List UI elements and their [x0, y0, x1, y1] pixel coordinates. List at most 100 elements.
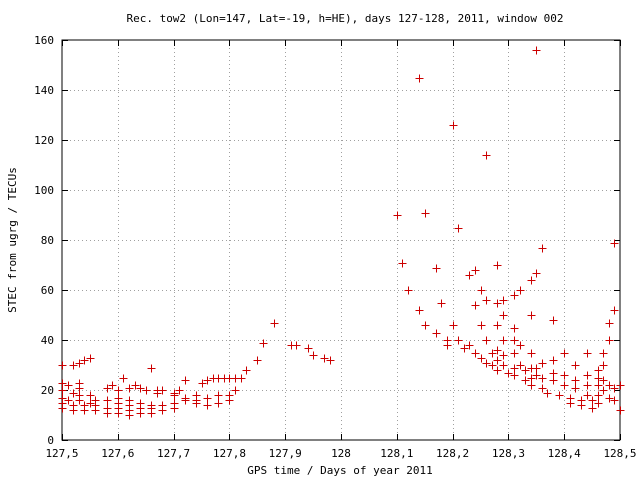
y-tick-label: 120	[34, 134, 54, 147]
data-point	[242, 366, 251, 375]
data-point	[64, 396, 73, 405]
data-point	[86, 391, 95, 400]
data-point	[571, 384, 580, 393]
data-point	[610, 306, 619, 315]
data-point	[549, 369, 558, 378]
x-tick-label: 128,5	[603, 447, 636, 460]
data-point	[415, 74, 424, 83]
data-point	[114, 386, 123, 395]
data-point	[136, 409, 145, 418]
data-point	[610, 384, 619, 393]
data-point	[599, 386, 608, 395]
x-tick-label: 127,5	[45, 447, 78, 460]
data-point	[125, 384, 134, 393]
data-point	[203, 394, 212, 403]
data-point	[527, 349, 536, 358]
data-point	[583, 381, 592, 390]
data-point	[532, 46, 541, 55]
data-point	[538, 359, 547, 368]
data-point	[583, 371, 592, 380]
data-point	[583, 349, 592, 358]
data-point	[549, 376, 558, 385]
data-point	[158, 386, 167, 395]
data-point	[181, 376, 190, 385]
x-axis-label: GPS time / Days of year 2011	[247, 464, 432, 477]
data-point	[510, 324, 519, 333]
data-point	[170, 404, 179, 413]
data-point	[594, 366, 603, 375]
data-point	[605, 381, 614, 390]
data-point	[471, 301, 480, 310]
data-point	[181, 396, 190, 405]
grid-lines	[62, 40, 620, 440]
data-point	[465, 341, 474, 350]
data-point	[404, 286, 413, 295]
data-point	[449, 121, 458, 130]
data-point	[465, 271, 474, 280]
data-point	[605, 319, 614, 328]
data-point	[471, 349, 480, 358]
data-point	[158, 406, 167, 415]
data-point	[69, 361, 78, 370]
data-point	[521, 366, 530, 375]
data-point	[594, 374, 603, 383]
data-point	[560, 349, 569, 358]
data-point	[203, 376, 212, 385]
data-point	[58, 361, 67, 370]
data-point	[86, 354, 95, 363]
data-point	[560, 371, 569, 380]
data-point	[504, 369, 513, 378]
data-point	[443, 341, 452, 350]
data-point	[482, 336, 491, 345]
data-point	[309, 351, 318, 360]
data-point	[543, 389, 552, 398]
data-point	[214, 391, 223, 400]
data-point	[237, 374, 246, 383]
data-point	[58, 386, 67, 395]
data-point	[270, 319, 279, 328]
x-tick-label: 128,2	[436, 447, 469, 460]
data-point	[510, 371, 519, 380]
data-point	[153, 389, 162, 398]
data-point	[499, 311, 508, 320]
data-point	[175, 386, 184, 395]
data-point	[499, 296, 508, 305]
data-point	[510, 336, 519, 345]
data-point	[64, 381, 73, 390]
data-point	[493, 299, 502, 308]
data-point	[588, 396, 597, 405]
data-point	[605, 394, 614, 403]
data-point	[482, 151, 491, 160]
data-point	[103, 384, 112, 393]
data-point	[75, 396, 84, 405]
data-point	[594, 391, 603, 400]
x-tick-label: 128	[331, 447, 351, 460]
data-point	[259, 339, 268, 348]
data-point	[482, 359, 491, 368]
data-point	[75, 359, 84, 368]
axis-ticks	[62, 40, 621, 441]
data-point	[454, 224, 463, 233]
data-point	[594, 381, 603, 390]
data-point	[231, 386, 240, 395]
data-point	[58, 379, 67, 388]
y-tick-labels: 0 20 40 60 80 100 120 140 160	[34, 34, 54, 447]
data-point	[69, 389, 78, 398]
data-point	[532, 364, 541, 373]
x-tick-label: 128,3	[492, 447, 525, 460]
data-point	[516, 286, 525, 295]
data-point	[147, 364, 156, 373]
data-point	[114, 409, 123, 418]
data-point	[510, 349, 519, 358]
y-tick-label: 40	[41, 334, 54, 347]
data-point	[510, 364, 519, 373]
data-point	[214, 399, 223, 408]
x-tick-label: 128,4	[548, 447, 581, 460]
data-point	[103, 396, 112, 405]
data-point	[253, 356, 262, 365]
data-point	[437, 299, 446, 308]
data-point	[493, 261, 502, 270]
data-point	[599, 349, 608, 358]
data-point	[125, 406, 134, 415]
